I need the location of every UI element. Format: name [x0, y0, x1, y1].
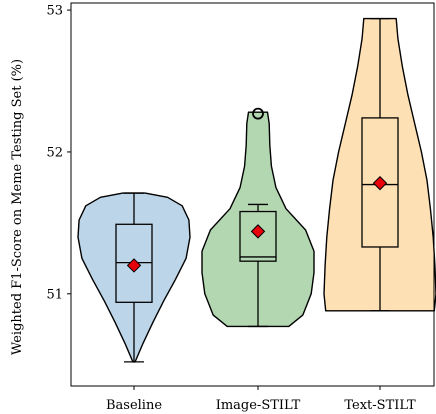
- violin-baseline: [77, 192, 191, 363]
- box-image-stilt: [239, 210, 277, 262]
- y-axis-label: Weighted F1-Score on Meme Testing Set (%…: [10, 59, 25, 355]
- mean-marker-text-stilt: [372, 175, 388, 191]
- x-tick-label-baseline: Baseline: [106, 398, 162, 413]
- box-text-stilt: [361, 117, 399, 248]
- plot-frame: [70, 2, 435, 387]
- violin-image-stilt: [201, 111, 315, 328]
- mean-marker-baseline: [126, 258, 142, 273]
- x-tick-label-text-stilt: Text-STILT: [344, 398, 416, 413]
- mean-marker-image-stilt: [250, 224, 266, 239]
- box-layer: [115, 17, 399, 363]
- violin-text-stilt: [323, 17, 436, 312]
- y-tick-label-53: 53: [46, 4, 63, 19]
- y-tick-label-51: 51: [46, 287, 63, 302]
- axes-layer: Baseline Image-STILT Text-STILT 51 52 53: [46, 2, 435, 413]
- outlier-image-stilt-0: [252, 107, 264, 120]
- y-tick-label-52: 52: [46, 145, 63, 160]
- violin-layer: [77, 17, 436, 363]
- x-tick-label-image-stilt: Image-STILT: [216, 398, 301, 413]
- box-baseline: [115, 223, 153, 303]
